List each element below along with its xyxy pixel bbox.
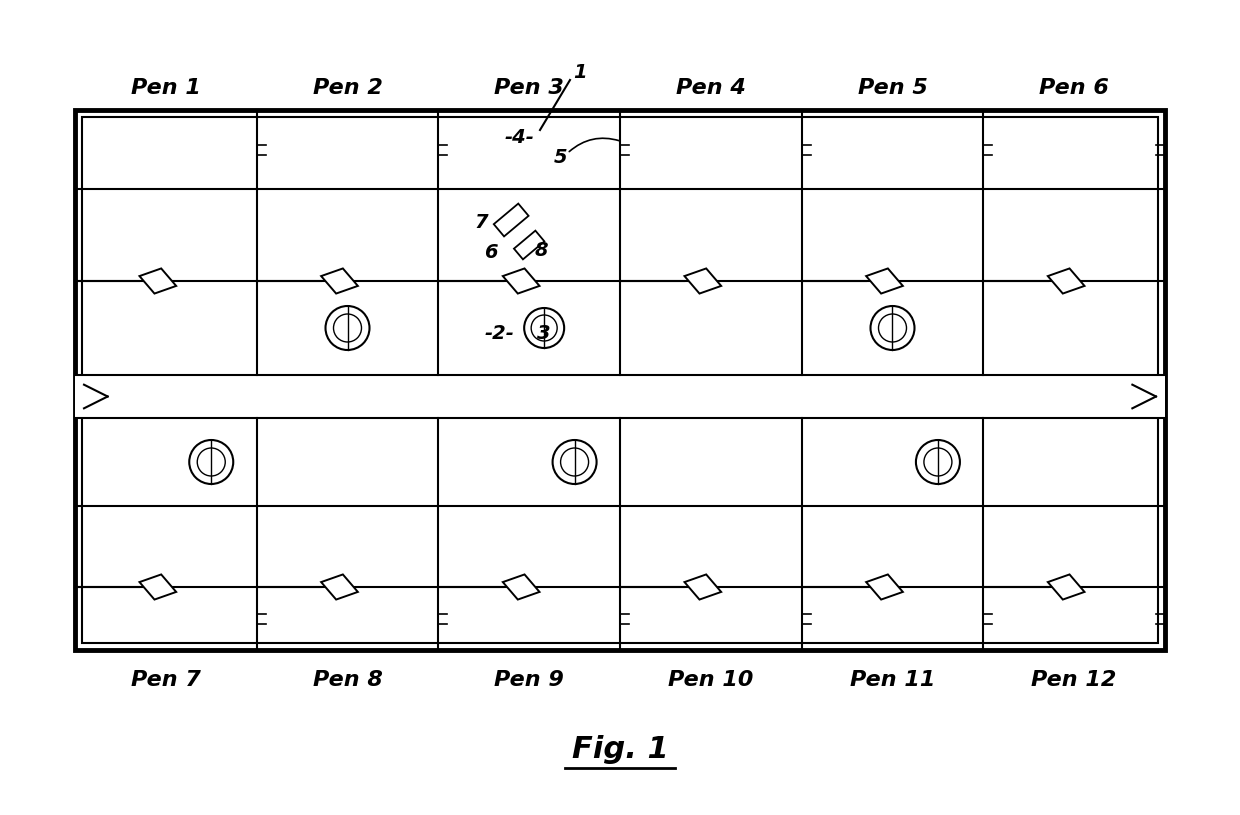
Polygon shape bbox=[139, 575, 176, 600]
Text: Pen 2: Pen 2 bbox=[312, 78, 382, 98]
Text: 3: 3 bbox=[537, 324, 551, 342]
Polygon shape bbox=[321, 575, 358, 600]
Text: 6: 6 bbox=[485, 243, 498, 262]
Polygon shape bbox=[139, 268, 176, 293]
Text: Pen 11: Pen 11 bbox=[849, 670, 935, 690]
Text: Pen 1: Pen 1 bbox=[131, 78, 201, 98]
Polygon shape bbox=[494, 204, 528, 236]
Polygon shape bbox=[1048, 575, 1085, 600]
Polygon shape bbox=[502, 268, 539, 293]
Polygon shape bbox=[684, 575, 722, 600]
Bar bbox=[74, 375, 1166, 418]
Polygon shape bbox=[502, 575, 539, 600]
Polygon shape bbox=[1048, 268, 1085, 293]
Text: Fig. 1: Fig. 1 bbox=[572, 735, 668, 764]
Text: Pen 5: Pen 5 bbox=[858, 78, 928, 98]
Text: 1: 1 bbox=[573, 63, 587, 82]
Text: -2-: -2- bbox=[485, 324, 515, 342]
Text: Pen 4: Pen 4 bbox=[676, 78, 745, 98]
Text: 5: 5 bbox=[554, 148, 568, 167]
Polygon shape bbox=[321, 268, 358, 293]
Polygon shape bbox=[513, 231, 544, 259]
Polygon shape bbox=[867, 575, 903, 600]
Text: Pen 3: Pen 3 bbox=[495, 78, 564, 98]
Text: 8: 8 bbox=[534, 240, 548, 259]
Text: Pen 6: Pen 6 bbox=[1039, 78, 1109, 98]
Text: 7: 7 bbox=[475, 213, 489, 231]
Text: Pen 7: Pen 7 bbox=[131, 670, 201, 690]
Text: Pen 12: Pen 12 bbox=[1032, 670, 1117, 690]
Text: Pen 10: Pen 10 bbox=[668, 670, 754, 690]
Text: Pen 9: Pen 9 bbox=[495, 670, 564, 690]
Polygon shape bbox=[684, 268, 722, 293]
Text: -4-: -4- bbox=[505, 128, 534, 148]
FancyBboxPatch shape bbox=[74, 110, 1166, 650]
Text: Pen 8: Pen 8 bbox=[312, 670, 382, 690]
Polygon shape bbox=[867, 268, 903, 293]
